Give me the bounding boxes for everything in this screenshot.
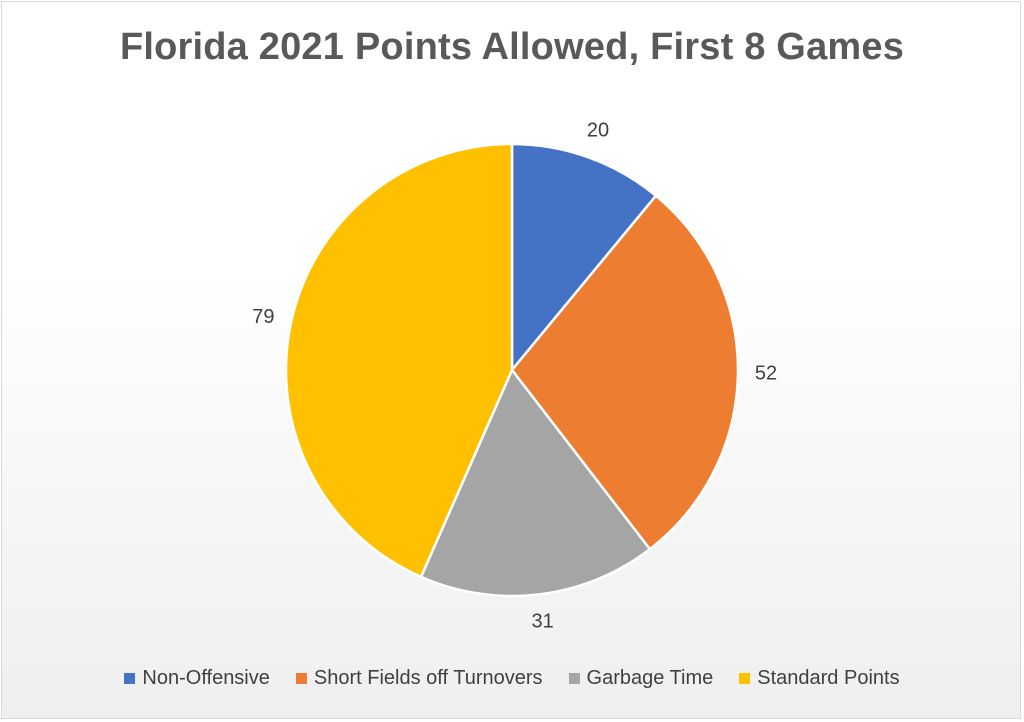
data-label-short-fields-off-turnovers: 52 <box>755 363 777 385</box>
pie-slice-non-offensive <box>510 142 658 372</box>
legend-item-garbage-time: Garbage Time <box>568 667 714 690</box>
chart-title: Florida 2021 Points Allowed, First 8 Gam… <box>119 26 905 68</box>
legend-label: Garbage Time <box>586 667 714 689</box>
legend-label: Standard Points <box>757 667 900 689</box>
legend-swatch <box>295 673 307 684</box>
legend-item-short-fields-off-turnovers: Short Fields off Turnovers <box>295 667 543 690</box>
legend-swatch <box>124 673 136 684</box>
data-label-standard-points: 79 <box>252 306 274 328</box>
legend-item-non-offensive: Non-Offensive <box>124 667 270 690</box>
legend-swatch <box>568 673 580 684</box>
pie-data-labels: 20 52 31 79 <box>252 119 777 632</box>
pie-slice-standard-points <box>284 142 514 579</box>
pie-slice-garbage-time <box>419 368 652 598</box>
pie-slice-short-fields-off-turnovers <box>510 194 740 551</box>
data-label-garbage-time: 31 <box>531 610 553 632</box>
data-label-non-offensive: 20 <box>587 119 609 141</box>
legend-item-standard-points: Standard Points <box>739 667 900 690</box>
legend-label: Non-Offensive <box>142 667 270 689</box>
chart-legend: Non-Offensive Short Fields off Turnovers G… <box>2 667 1022 690</box>
pie-slices <box>284 142 740 598</box>
legend-swatch <box>739 673 751 684</box>
legend-label: Short Fields off Turnovers <box>313 667 543 689</box>
